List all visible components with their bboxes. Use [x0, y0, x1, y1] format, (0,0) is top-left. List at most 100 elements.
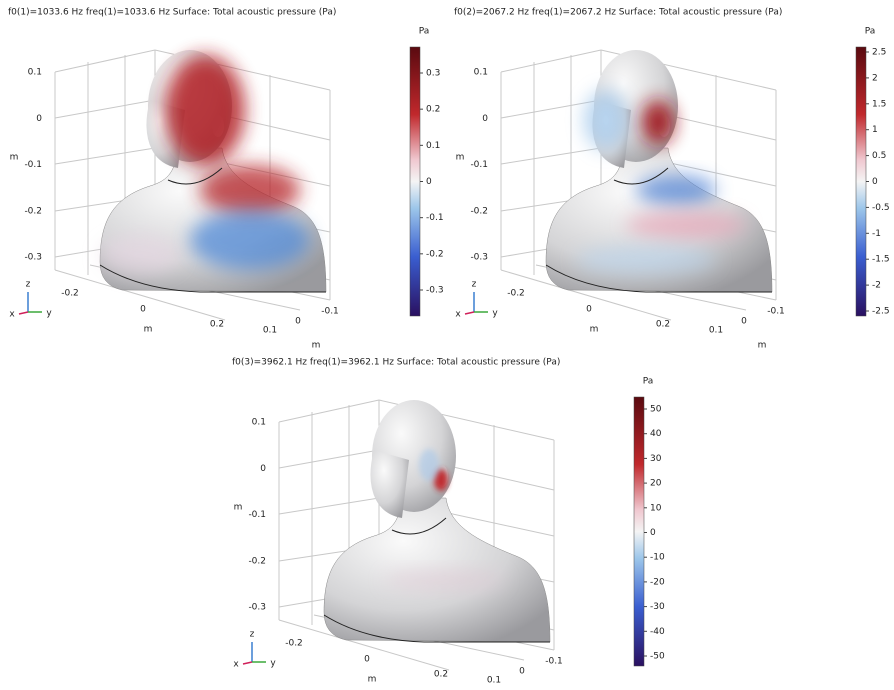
z-axis-label: m: [456, 153, 465, 163]
y-tick-label: 0: [295, 317, 301, 327]
pressure-region: [190, 210, 310, 270]
x-tick-label: 0.2: [434, 670, 448, 680]
triad-label: y: [46, 309, 52, 319]
grid-line: [279, 450, 379, 468]
y-tick-label: -0.1: [321, 307, 339, 317]
colorbar-tick-label: 0.1: [426, 141, 440, 151]
colorbar: [634, 397, 644, 666]
colorbar-tick-label: 0: [426, 177, 432, 187]
colorbar: [410, 47, 420, 316]
x-tick-label: -0.2: [61, 289, 79, 299]
colorbar-tick-label: -20: [650, 577, 665, 587]
z-tick-label: -0.1: [470, 160, 488, 170]
y-tick-label: 0: [519, 667, 525, 677]
pressure-region: [642, 100, 674, 144]
x-axis-label: m: [368, 675, 377, 685]
colorbar-tick-label: 0: [650, 528, 656, 538]
grid-line: [279, 498, 379, 514]
colorbar-tick-label: 0.5: [872, 151, 886, 161]
axis-triad: zyx: [455, 280, 498, 320]
z-tick-label: -0.1: [248, 510, 266, 520]
x-tick-label: 0.2: [210, 320, 224, 330]
z-axis-label: m: [10, 153, 19, 163]
triad-label: x: [455, 310, 461, 320]
colorbar-tick-label: 2: [872, 73, 878, 83]
plot-title: f0(3)=3962.1 Hz freq(1)=3962.1 Hz Surfac…: [232, 358, 560, 368]
screenshot: f0(1)=1033.6 Hz freq(1)=1033.6 Hz Surfac…: [0, 0, 894, 690]
z-tick-label: -0.3: [248, 603, 266, 613]
triad-label: y: [492, 309, 498, 319]
colorbar-tick-label: -0.2: [426, 249, 444, 259]
colorbar-tick-label: 1.5: [872, 99, 886, 109]
colorbar-tick-label: 0.3: [426, 69, 440, 79]
pressure-region: [200, 165, 300, 215]
face: [370, 450, 409, 518]
colorbar-tick-label: -0.3: [426, 286, 444, 296]
x-tick-label: 0: [140, 305, 146, 315]
colorbar-unit: Pa: [419, 27, 430, 37]
colorbar-tick-label: -50: [650, 652, 665, 662]
axis-triad: zyx: [233, 630, 276, 670]
x-tick-label: 0: [586, 305, 592, 315]
z-tick-label: -0.2: [248, 556, 266, 566]
colorbar-tick-label: 10: [650, 503, 662, 513]
colorbar-tick-label: 2.5: [872, 48, 886, 58]
z-tick-label: -0.3: [24, 253, 42, 263]
plot-title: f0(1)=1033.6 Hz freq(1)=1033.6 Hz Surfac…: [8, 8, 336, 18]
x-axis-label: m: [590, 325, 599, 335]
grid-line: [55, 50, 155, 72]
x-axis-label: m: [144, 325, 153, 335]
pressure-region: [419, 449, 439, 481]
colorbar-tick-label: 0: [872, 177, 878, 187]
y-axis-label: m: [758, 341, 767, 351]
colorbar-tick-label: 30: [650, 454, 662, 464]
grid-line: [501, 50, 601, 72]
colorbar-unit: Pa: [865, 27, 876, 37]
colorbar-tick-label: -1.5: [872, 255, 890, 265]
colorbar-tick-label: -2.5: [872, 307, 890, 317]
grid-line: [501, 148, 601, 164]
triad-label: z: [26, 280, 31, 290]
pressure-region: [384, 570, 504, 590]
triad-x: [243, 662, 252, 664]
z-tick-label: -0.1: [24, 160, 42, 170]
colorbar-tick-label: -40: [650, 627, 665, 637]
y-tick-label: -0.1: [767, 307, 785, 317]
colorbar: [856, 47, 866, 316]
bust-surface: [546, 50, 772, 292]
pressure-region: [584, 90, 628, 150]
pressure-region: [165, 55, 245, 165]
axis-triad: z y x: [9, 280, 52, 320]
colorbar-tick-label: -0.5: [872, 203, 890, 213]
colorbar-tick-label: 40: [650, 429, 662, 439]
colorbar-tick-label: -10: [650, 553, 665, 563]
plot-title: f0(2)=2067.2 Hz freq(1)=2067.2 Hz Surfac…: [454, 8, 782, 18]
colorbar-tick-label: -0.1: [426, 213, 444, 223]
x-tick-label: -0.2: [285, 639, 303, 649]
z-tick-label: 0.1: [252, 418, 266, 428]
bust-surface: [324, 400, 550, 642]
colorbar-tick-label: 0.2: [426, 105, 440, 115]
x-tick-label: 0: [364, 655, 370, 665]
pressure-region: [636, 175, 716, 205]
pressure-region: [100, 235, 180, 275]
pressure-region: [626, 211, 746, 239]
colorbar-unit: Pa: [643, 377, 654, 387]
plot-panel: f0(3)=3962.1 Hz freq(1)=3962.1 Hz Surfac…: [232, 358, 665, 690]
plot-panel: f0(2)=2067.2 Hz freq(1)=2067.2 Hz Surfac…: [454, 8, 890, 351]
colorbar-tick-label: -1: [872, 229, 881, 239]
triad-label: x: [9, 310, 15, 320]
y-axis-label: m: [312, 341, 321, 351]
y-tick-label: 0: [741, 317, 747, 327]
torso: [324, 498, 550, 642]
z-tick-label: 0: [260, 464, 266, 474]
y-tick-label: 0.1: [263, 326, 277, 336]
triad-label: z: [250, 630, 255, 640]
x-tick-label: -0.2: [507, 289, 525, 299]
triad-label: x: [233, 660, 239, 670]
colorbar-tick-label: 50: [650, 405, 662, 415]
colorbar-tick-label: 1: [872, 125, 878, 135]
y-tick-label: 0.1: [487, 676, 501, 686]
z-tick-label: 0.1: [28, 68, 42, 78]
y-tick-label: 0.1: [709, 326, 723, 336]
